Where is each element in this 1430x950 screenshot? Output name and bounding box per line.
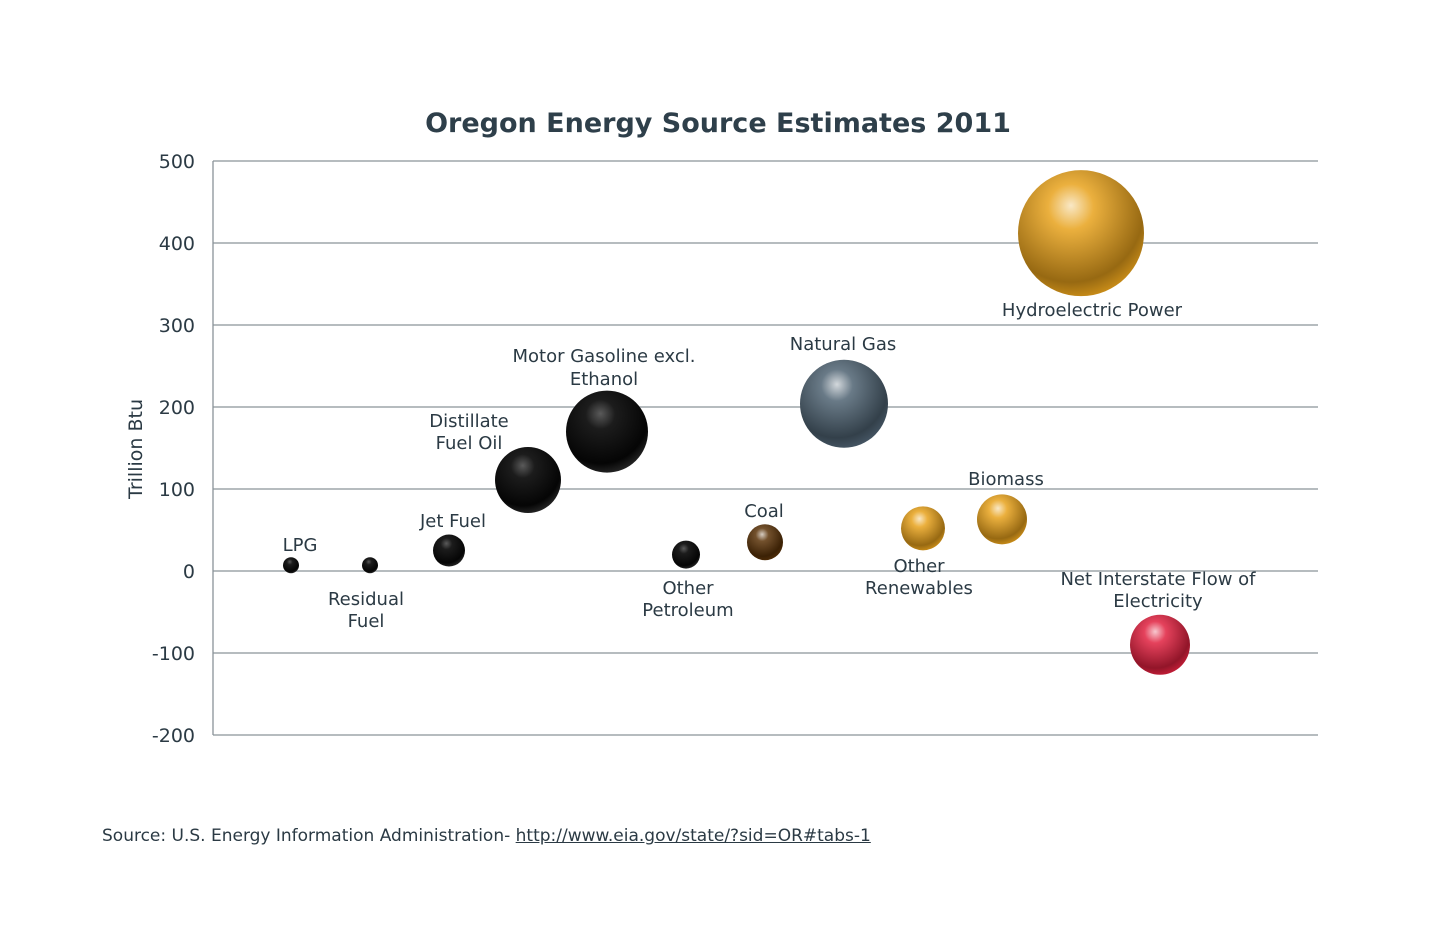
- gridlines: [212, 160, 1318, 736]
- bubble-label: LPG: [283, 535, 318, 556]
- bubble-label: Other: [893, 556, 945, 577]
- y-tick-label: 0: [183, 561, 195, 583]
- bubble-label: Natural Gas: [790, 334, 896, 355]
- bubble: [977, 494, 1027, 545]
- bubble-label: Net Interstate Flow of: [1060, 569, 1256, 590]
- bubble-label: Coal: [744, 501, 784, 522]
- bubble-label: Fuel: [348, 611, 385, 632]
- bubble-label: Residual: [328, 589, 404, 610]
- y-tick-label: 400: [159, 233, 195, 255]
- bubble: [1018, 170, 1144, 297]
- y-tick-label: -200: [152, 725, 195, 747]
- bubble: [362, 557, 378, 574]
- y-tick-label: -100: [152, 643, 195, 665]
- bubble-label: Petroleum: [642, 600, 733, 621]
- bubble-label: Other: [662, 578, 714, 599]
- bubble-label: Biomass: [968, 469, 1044, 490]
- bubble-label: Hydroelectric Power: [1002, 300, 1183, 321]
- bubble: [1130, 614, 1190, 675]
- bubble-label: Fuel Oil: [436, 433, 503, 454]
- bubble-label: Jet Fuel: [419, 511, 486, 532]
- bubble: [672, 540, 700, 569]
- chart-title: Oregon Energy Source Estimates 2011: [425, 108, 1011, 139]
- y-axis-label: Trillion Btu: [125, 399, 147, 500]
- y-tick-label: 300: [159, 315, 195, 337]
- y-tick-label: 100: [159, 479, 195, 501]
- y-tick-label: 200: [159, 397, 195, 419]
- bubble: [800, 359, 888, 448]
- bubble-label: Electricity: [1113, 591, 1203, 612]
- bubble-label: Distillate: [429, 411, 508, 432]
- bubble-label: Motor Gasoline excl.: [512, 346, 695, 367]
- bubble: [566, 390, 648, 473]
- y-axis-ticks: 500 400 300 200 100 0 -100 -200: [152, 151, 195, 747]
- bubbles: [283, 170, 1190, 675]
- bubble: [747, 524, 783, 561]
- source-link[interactable]: http://www.eia.gov/state/?sid=OR#tabs-1: [515, 826, 871, 846]
- bubble-label: Ethanol: [570, 369, 638, 390]
- bubble-label: Renewables: [865, 578, 973, 599]
- y-tick-label: 500: [159, 151, 195, 173]
- bubble: [901, 506, 945, 551]
- bubble: [283, 557, 299, 574]
- source-note: Source: U.S. Energy Information Administ…: [102, 826, 871, 846]
- bubble: [433, 534, 465, 567]
- source-prefix: Source: U.S. Energy Information Administ…: [102, 826, 516, 846]
- bubble: [495, 446, 561, 513]
